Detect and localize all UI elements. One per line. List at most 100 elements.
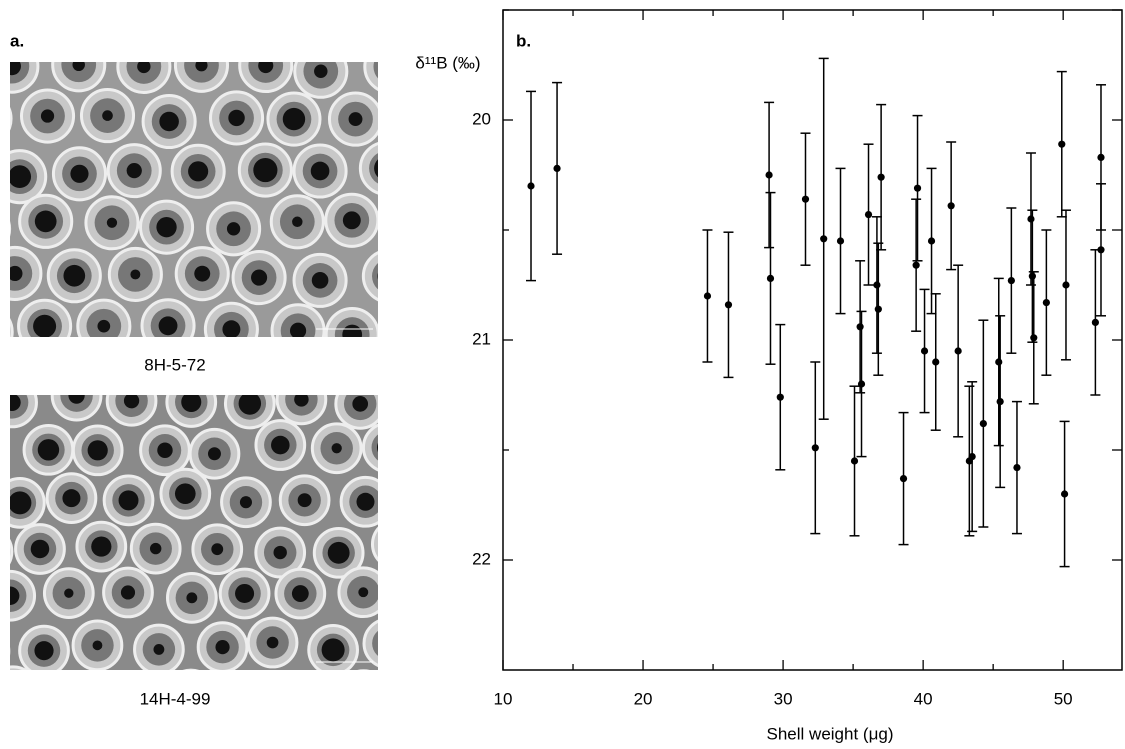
- pore: [37, 439, 60, 461]
- ring: [10, 221, 12, 237]
- ring-inner: [401, 317, 436, 352]
- ring-inner: [61, 62, 97, 83]
- data-point: [995, 358, 1003, 366]
- ring: [10, 107, 13, 131]
- ring-inner: [398, 105, 433, 140]
- data-point: [932, 358, 940, 366]
- ring: [203, 0, 255, 42]
- ring-inner: [406, 485, 438, 517]
- pore: [102, 110, 113, 121]
- ring: [10, 538, 14, 565]
- ring-inner: [404, 211, 439, 246]
- ring: [357, 669, 370, 670]
- image-caption: 14H-4-99: [140, 689, 211, 708]
- ring-inner: [0, 635, 1, 667]
- ring: [361, 251, 378, 302]
- pore: [87, 343, 110, 366]
- pore: [386, 341, 396, 351]
- pore: [174, 483, 196, 504]
- data-point: [1060, 490, 1069, 498]
- ring-inner: [0, 535, 4, 567]
- pore: [126, 163, 142, 179]
- ring: [361, 423, 378, 472]
- pore: [153, 644, 165, 655]
- data-point: [553, 164, 561, 172]
- x-tick-label: 10: [494, 689, 513, 708]
- pore: [40, 109, 55, 123]
- ring: [269, 0, 321, 40]
- pore: [4, 373, 24, 393]
- pore: [389, 537, 404, 552]
- ring-inner: [0, 315, 4, 350]
- pore: [30, 539, 50, 559]
- data-point: [703, 292, 712, 300]
- ring-inner: [433, 535, 465, 567]
- ring-inner: [409, 682, 441, 714]
- data-point: [776, 393, 784, 401]
- ring-inner: [404, 385, 436, 417]
- pore: [4, 683, 21, 700]
- panel-label: a.: [10, 31, 24, 50]
- pore: [342, 324, 363, 337]
- pore: [34, 641, 54, 661]
- data-point: [527, 182, 535, 190]
- ring-inner: [347, 679, 379, 711]
- ring: [44, 676, 93, 725]
- pore: [158, 316, 178, 336]
- data-point: [765, 171, 773, 179]
- pore: [10, 491, 32, 515]
- data-point: [820, 235, 828, 243]
- pore: [374, 159, 378, 178]
- ring-inner: [229, 681, 261, 713]
- pore: [327, 541, 350, 564]
- pore: [342, 211, 361, 230]
- ring: [392, 309, 444, 361]
- pore: [228, 109, 245, 127]
- data-point: [927, 237, 936, 245]
- pore: [409, 116, 421, 128]
- pore: [377, 272, 378, 280]
- ring-inner: [372, 630, 378, 656]
- data-point: [857, 380, 866, 388]
- ring: [0, 329, 6, 378]
- pore: [223, 10, 235, 22]
- pore: [251, 269, 268, 286]
- pore: [319, 377, 336, 394]
- ring-inner: [373, 62, 378, 79]
- ring-inner: [83, 338, 115, 370]
- x-axis-title: Shell weight (μg): [767, 724, 894, 743]
- pore: [297, 493, 312, 508]
- pore: [314, 64, 328, 78]
- data-point: [1097, 246, 1105, 254]
- ring: [10, 665, 28, 670]
- pore: [258, 62, 274, 74]
- image-caption: 8H-5-72: [144, 355, 205, 374]
- pore: [34, 210, 57, 233]
- pore: [271, 435, 290, 455]
- pore: [376, 377, 397, 398]
- data-point: [1027, 215, 1035, 223]
- pore: [292, 216, 303, 228]
- data-point: [1007, 277, 1015, 285]
- ring: [0, 420, 7, 469]
- pore: [376, 442, 378, 453]
- ring: [428, 623, 477, 672]
- ring-inner: [436, 631, 468, 663]
- ring-inner: [317, 337, 349, 369]
- ring: [370, 526, 378, 562]
- pore: [208, 343, 221, 356]
- data-point: [899, 475, 908, 483]
- x-tick-label: 40: [914, 689, 933, 708]
- pore: [68, 395, 85, 404]
- pore: [10, 586, 20, 605]
- pore: [44, 342, 54, 352]
- pore: [71, 378, 89, 396]
- data-point: [947, 202, 955, 210]
- pore: [10, 265, 23, 282]
- pore: [64, 588, 74, 598]
- data-point: [1097, 153, 1105, 161]
- data-point: [766, 274, 775, 282]
- ring: [398, 477, 447, 526]
- pore: [137, 62, 151, 74]
